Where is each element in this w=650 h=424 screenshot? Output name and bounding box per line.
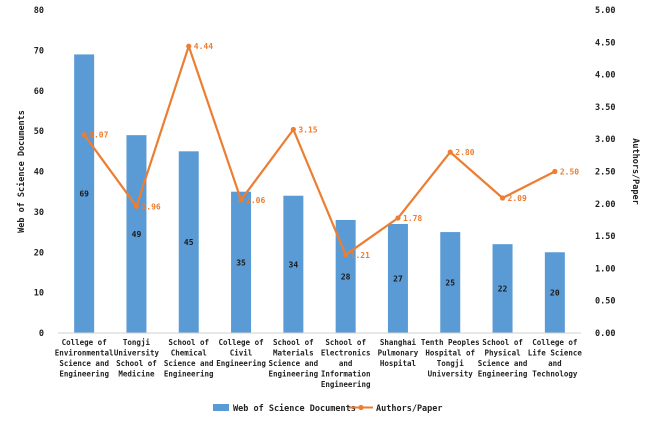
line-data-label: 2.06 <box>246 196 265 205</box>
bar <box>492 244 513 333</box>
line-data-label: 1.96 <box>141 202 160 211</box>
x-tick-label: College of Environmental Science and Engine… <box>55 338 114 379</box>
legend-bar-swatch <box>213 404 229 411</box>
legend-line-label: Authors/Paper <box>376 404 443 414</box>
line-point <box>238 197 244 203</box>
bar <box>231 191 252 333</box>
bar <box>74 54 95 333</box>
line-data-label: 4.44 <box>194 42 213 51</box>
y-tick-label: 80 <box>34 6 44 16</box>
y2-tick-label: 5.00 <box>595 6 615 16</box>
bar-data-label: 49 <box>132 230 142 239</box>
line-data-label: 2.80 <box>455 148 474 157</box>
y2-axis-ticks: 0.00 0.50 1.00 1.50 2.00 2.50 3.00 3.50 4.00 4.50… <box>595 6 615 339</box>
y-tick-label: 20 <box>34 248 44 258</box>
y2-tick-label: 0.50 <box>595 297 615 307</box>
bar <box>283 195 304 333</box>
bar-data-label: 45 <box>184 238 194 247</box>
y-tick-label: 40 <box>34 168 44 178</box>
bar <box>387 223 408 333</box>
line-point <box>499 195 506 201</box>
line-point <box>290 126 296 133</box>
y2-axis-title: Authors/Paper <box>630 138 640 205</box>
bar <box>335 219 356 333</box>
y-tick-label: 70 <box>34 46 44 56</box>
line-data-label: 2.50 <box>560 168 579 177</box>
bar-data-label: 35 <box>236 258 246 267</box>
y-tick-label: 10 <box>34 289 44 299</box>
line-point <box>133 203 140 209</box>
x-tick-label: College of Civil Engineering <box>216 338 266 368</box>
line-series: 3.07 1.96 4.44 2.06 3.15 1.21 1.78 2.80 2.09 2.50 <box>81 42 579 260</box>
line-point <box>343 252 349 258</box>
bar-data-label: 69 <box>79 190 89 199</box>
bar-data-label: 20 <box>550 289 560 298</box>
x-axis: College of Environmental Science and Engine… <box>55 332 583 389</box>
x-tick-label: College of Life Science and Technology <box>528 338 583 379</box>
x-tick-label: School of Physical Science and Engineering <box>478 338 528 379</box>
line-point <box>552 168 558 175</box>
line-path <box>83 45 556 256</box>
line-data-label: 3.15 <box>298 126 317 135</box>
x-tick-label: Shanghai Pulmonary Hospital <box>378 338 419 368</box>
line-point <box>186 43 192 49</box>
y2-tick-label: 2.50 <box>595 168 615 178</box>
bar-data-label: 25 <box>445 279 455 288</box>
line-data-label: 3.07 <box>89 131 108 140</box>
bar-data-label: 28 <box>341 272 351 281</box>
y-axis-ticks: 0 10 20 30 40 50 60 70 80 <box>34 6 44 339</box>
line-point <box>395 215 401 221</box>
x-tick-label: School of Materials Science and Engineering <box>269 338 319 379</box>
y-tick-label: 60 <box>34 87 44 97</box>
y2-tick-label: 3.50 <box>595 103 615 113</box>
y-axis-title: Web of Science Documents <box>16 110 27 233</box>
y-tick-label: 0 <box>39 329 44 339</box>
line-data-label: 2.09 <box>508 194 527 203</box>
y2-tick-label: 1.00 <box>595 264 615 274</box>
y2-tick-label: 4.00 <box>595 71 615 81</box>
line-data-label: 1.78 <box>403 214 422 223</box>
bar <box>178 151 199 333</box>
y-tick-label: 30 <box>34 208 44 218</box>
x-tick-label: School of Chemical Science and Engineering <box>164 338 214 379</box>
line-data-label: 1.21 <box>351 251 370 260</box>
bar-series: 69 49 45 35 34 28 27 25 22 20 <box>74 54 565 333</box>
y2-tick-label: 3.00 <box>595 135 615 145</box>
y2-tick-label: 2.00 <box>595 200 615 210</box>
bar <box>126 135 147 333</box>
line-point <box>81 132 87 138</box>
y2-tick-label: 1.50 <box>595 232 615 242</box>
y2-tick-label: 0.00 <box>595 329 615 339</box>
bar <box>440 232 461 333</box>
x-tick-label: Tenth Peoples Hospital of Tongji University <box>421 338 480 379</box>
legend-line-marker <box>358 404 364 411</box>
legend-bar-label: Web of Science Documents <box>233 403 356 414</box>
bar-data-label: 22 <box>498 285 508 294</box>
y2-tick-label: 4.50 <box>595 38 615 48</box>
x-tick-label: School of Electronics and Information Engine… <box>321 338 371 389</box>
y-tick-label: 50 <box>34 127 44 137</box>
line-point <box>447 149 453 155</box>
x-tick-label: Tongji University School of Medicine <box>114 338 160 379</box>
bar-data-label: 34 <box>289 260 299 269</box>
bar-data-label: 27 <box>393 274 403 283</box>
legend: Web of Science Documents Authors/Paper <box>213 403 443 414</box>
bar <box>544 252 565 333</box>
